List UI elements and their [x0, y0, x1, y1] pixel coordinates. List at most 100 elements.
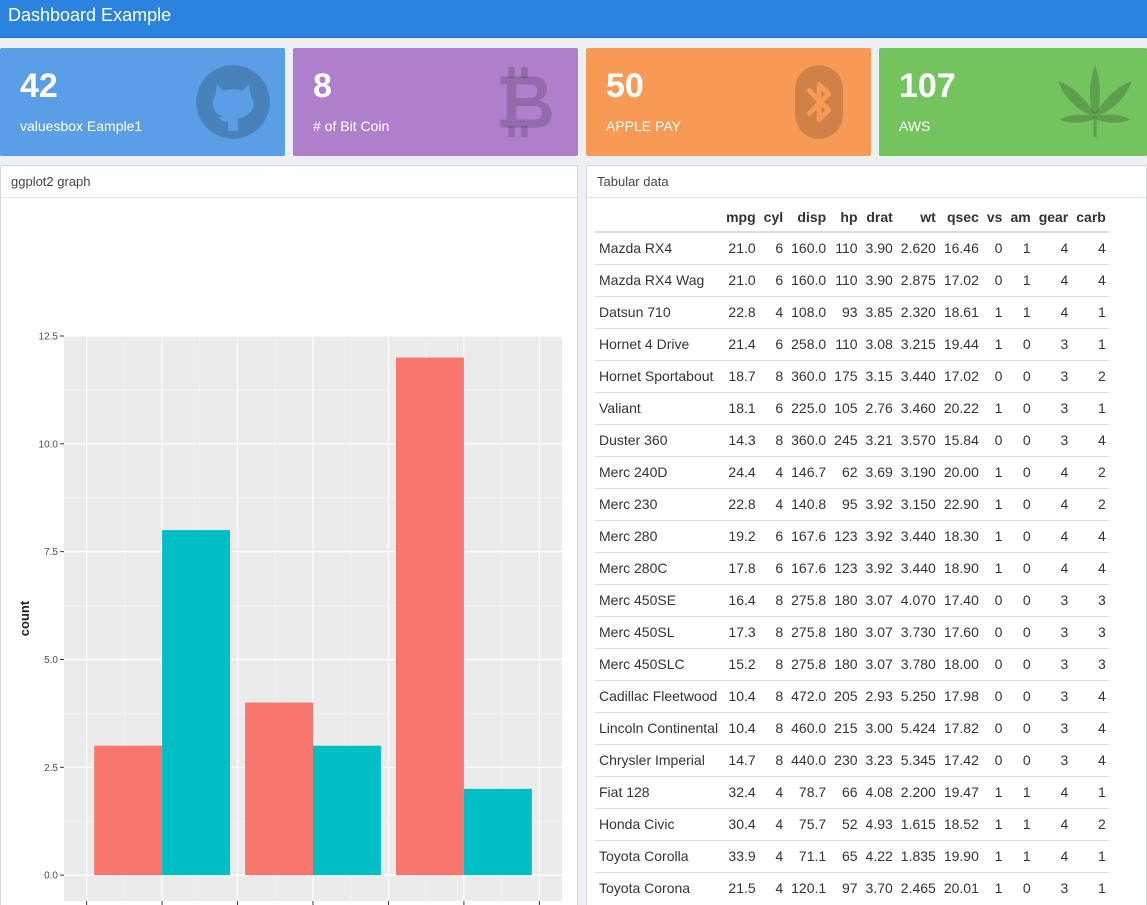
- table-row: Mazda RX4 Wag 21.0 6 160.0 110 3.90 2.875 17.02…: [595, 263, 1110, 296]
- table-cell: 0: [1006, 391, 1035, 424]
- bars: [94, 357, 532, 876]
- table-cell: 20.00: [939, 455, 983, 488]
- table-cell: 160.0: [787, 263, 831, 296]
- bluetooth-icon: [795, 65, 843, 139]
- table-cell: 4: [759, 807, 788, 840]
- table-cell: 17.42: [939, 743, 983, 776]
- table-cell: 1: [982, 487, 1007, 520]
- table-panel: Tabular data mpg cyl disp hp drat wt qsec vs am g…: [586, 165, 1147, 905]
- table-cell: 22.8: [722, 487, 760, 520]
- table-cell: 0: [1006, 679, 1035, 712]
- table-row: Duster 360 14.3 8 360.0 245 3.21 3.570 15.84 0 0 3…: [595, 423, 1110, 456]
- bar-1-x6: [245, 702, 313, 876]
- table-cell: 180: [830, 647, 862, 680]
- table-cell: 2.76: [861, 391, 897, 424]
- value-box-aws: 107 AWS: [879, 48, 1147, 156]
- table-row: Hornet 4 Drive 21.4 6 258.0 110 3.08 3.215 19.4…: [595, 327, 1110, 360]
- table-cell: 258.0: [787, 327, 831, 360]
- table-cell: 3.00: [861, 711, 897, 744]
- table-cell: 3.440: [896, 551, 940, 584]
- table-cell: 3: [1034, 679, 1073, 712]
- table-cell: 1: [1006, 231, 1035, 264]
- table-cell: 17.60: [939, 615, 983, 648]
- value-box-value: 8: [313, 67, 332, 105]
- table-cell: 22.90: [939, 487, 983, 520]
- table-cell: 0: [1006, 647, 1035, 680]
- graph-panel: ggplot2 graph 34567890.02.55.07.510.012.…: [0, 165, 578, 905]
- table-cell: 93: [830, 295, 862, 328]
- table-cell: 3.90: [861, 263, 897, 296]
- table-cell: 18.1: [722, 391, 760, 424]
- bar-1-x4: [94, 745, 163, 876]
- table-cell: 3.150: [896, 487, 940, 520]
- axes: 34567890.02.55.07.510.012.5: [39, 332, 540, 905]
- table-cell: 17.98: [939, 679, 983, 712]
- table-cell: 21.0: [722, 263, 760, 296]
- header-bar: Dashboard Example: [0, 0, 1147, 38]
- table-cell: 105: [830, 391, 862, 424]
- table-cell-name: Fiat 128: [595, 775, 723, 808]
- table-cell: 6: [759, 391, 788, 424]
- table-cell: 0: [982, 583, 1007, 616]
- bar-2-x8: [463, 788, 532, 876]
- table-cell: 3.92: [861, 487, 897, 520]
- table-cell: 6: [759, 519, 788, 552]
- table-cell-name: Toyota Corona: [595, 871, 723, 904]
- value-box-bitcoin: 8 # of Bit Coin: [293, 48, 578, 156]
- table-cell: 4: [1072, 711, 1110, 744]
- value-box-apple-pay: 50 APPLE PAY: [586, 48, 871, 156]
- table-cell-name: Merc 280: [595, 519, 723, 552]
- table-cell: 1: [982, 839, 1007, 872]
- y-tick-label: 0.0: [44, 871, 58, 882]
- table-cell: 3: [1034, 711, 1073, 744]
- table-cell: 3.440: [896, 519, 940, 552]
- column-header-disp: disp: [787, 202, 831, 233]
- table-cell: 4: [1072, 743, 1110, 776]
- table-cell: 32.4: [722, 775, 760, 808]
- value-box-label: AWS: [899, 118, 931, 134]
- table-cell: 2.620: [896, 231, 940, 264]
- y-tick-label: 5.0: [44, 655, 58, 666]
- table-row: Merc 450SL 17.3 8 275.8 180 3.07 3.730 17.60 0 0 3…: [595, 615, 1110, 648]
- table-cell: 19.44: [939, 327, 983, 360]
- table-cell: 14.3: [722, 423, 760, 456]
- table-cell: 4: [1034, 519, 1073, 552]
- table-cell-name: Honda Civic: [595, 807, 723, 840]
- table-cell: 4: [1034, 775, 1073, 808]
- table-cell: 1: [1072, 327, 1110, 360]
- table-cell: 8: [759, 359, 788, 392]
- table-cell: 3.15: [861, 359, 897, 392]
- table-cell: 0: [1006, 519, 1035, 552]
- column-header-carb: carb: [1072, 202, 1110, 233]
- table-cell: 140.8: [787, 487, 831, 520]
- table-cell: 3: [1034, 647, 1073, 680]
- table-cell: 17.40: [939, 583, 983, 616]
- table-cell: 33.9: [722, 839, 760, 872]
- table-cell: 0: [1006, 551, 1035, 584]
- table-cell: 275.8: [787, 615, 831, 648]
- table-cell: 230: [830, 743, 862, 776]
- table-cell: 0: [1006, 359, 1035, 392]
- table-cell: 167.6: [787, 519, 831, 552]
- value-box-label: valuesbox Eample1: [20, 118, 143, 134]
- table-cell: 6: [759, 551, 788, 584]
- table-cell: 10.4: [722, 679, 760, 712]
- table-cell-name: Hornet 4 Drive: [595, 327, 723, 360]
- table-cell-name: Merc 450SE: [595, 583, 723, 616]
- table-cell: 205: [830, 679, 862, 712]
- table-row: Merc 450SE 16.4 8 275.8 180 3.07 4.070 17.40 0 0 3…: [595, 583, 1110, 616]
- table-cell: 15.2: [722, 647, 760, 680]
- table-cell-name: Merc 240D: [595, 455, 723, 488]
- table-cell: 4: [1034, 839, 1073, 872]
- table-cell: 8: [759, 583, 788, 616]
- table-cell: 2.465: [896, 871, 940, 904]
- table-cell: 0: [982, 679, 1007, 712]
- table-cell: 1.615: [896, 807, 940, 840]
- table-cell: 14.7: [722, 743, 760, 776]
- table-cell: 0: [982, 231, 1007, 264]
- table-row: Toyota Corolla 33.9 4 71.1 65 4.22 1.835 19.90 1…: [595, 839, 1110, 872]
- table-cell: 6: [759, 231, 788, 264]
- table-cell-name: Datsun 710: [595, 295, 723, 328]
- table-cell: 275.8: [787, 583, 831, 616]
- table-cell: 65: [830, 839, 862, 872]
